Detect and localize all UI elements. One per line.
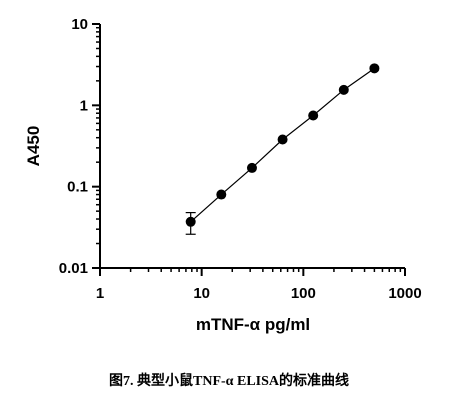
y-tick-label: 0.1	[67, 179, 88, 196]
figure-caption: 图7. 典型小鼠TNF-α ELISA的标准曲线	[109, 374, 349, 389]
y-axis-title: A450	[24, 126, 43, 167]
data-point	[369, 63, 380, 74]
x-tick-label: 10	[193, 285, 210, 302]
plot-area	[185, 63, 380, 235]
data-point	[308, 110, 319, 121]
y-tick-label: 0.01	[59, 260, 88, 277]
data-point	[246, 162, 257, 173]
x-axis: 1 10 100 1000	[96, 267, 422, 302]
x-tick-label: 100	[291, 285, 316, 302]
x-tick-label: 1	[96, 285, 104, 302]
data-point	[185, 216, 196, 227]
chart: 1 10 100 1000 0.01 0.1 1 10 mTNF-α pg/ml A450	[24, 16, 422, 334]
data-point	[338, 84, 349, 95]
data-point	[216, 189, 227, 200]
x-tick-label: 1000	[388, 285, 421, 302]
y-tick-label: 10	[71, 16, 88, 33]
x-axis-title: mTNF-α pg/ml	[196, 315, 310, 334]
y-tick-label: 1	[80, 97, 88, 114]
y-axis: 0.01 0.1 1 10	[59, 16, 101, 277]
data-point	[277, 134, 288, 145]
